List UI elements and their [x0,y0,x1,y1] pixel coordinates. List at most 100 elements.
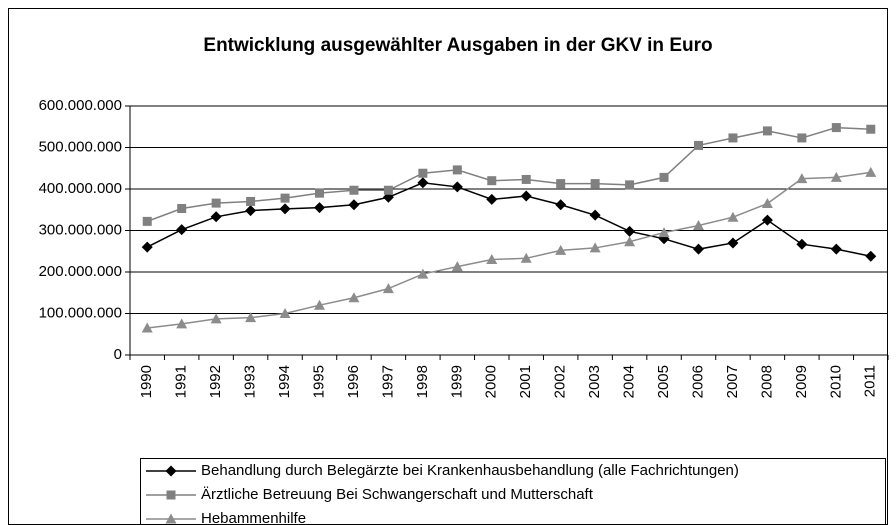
marker [141,322,153,333]
marker [728,133,738,143]
x-tick-label: 2000 [483,365,500,398]
marker [348,199,360,211]
marker [314,202,325,214]
marker [521,174,531,184]
marker [830,243,842,255]
marker [349,185,359,195]
y-tick-label: 500.000.000 [39,138,122,155]
x-tick-label: 2004 [621,365,638,398]
x-tick-label: 2005 [655,365,672,398]
marker [693,243,704,255]
marker [797,133,807,143]
marker [762,126,772,136]
series-line [146,182,871,257]
marker [520,252,532,263]
marker [418,168,428,178]
y-tick-label: 600.000.000 [39,97,122,114]
marker [796,238,808,250]
marker [624,225,636,237]
marker [141,241,153,253]
marker [166,490,176,500]
marker [520,190,532,202]
marker [210,211,222,223]
y-tick-label: 0 [114,346,122,363]
marker [417,268,429,279]
marker [658,227,670,238]
marker [451,261,463,272]
marker [245,312,257,323]
marker [694,140,703,150]
series-line [146,126,871,223]
marker [624,236,636,247]
legend-label: Hebammenhilfe [201,510,306,525]
marker [555,199,567,211]
marker [452,165,462,175]
marker [176,318,188,329]
x-tick-label: 2003 [586,365,603,398]
x-tick-label: 2007 [724,365,741,398]
marker [210,313,222,324]
y-tick-label: 400.000.000 [39,180,122,197]
x-tick-label: 2011 [862,365,879,397]
marker [165,465,177,477]
marker [589,209,601,221]
x-tick-label: 1998 [414,365,431,398]
marker [589,242,601,253]
marker [659,172,669,182]
marker [246,196,256,206]
marker [177,204,187,214]
y-tick-label: 100.000.000 [39,304,122,321]
x-tick-label: 1991 [173,365,190,398]
x-tick-label: 2006 [689,365,706,398]
chart-border [8,8,888,525]
marker [761,214,773,226]
marker [831,123,841,133]
x-tick-label: 2002 [552,365,569,398]
x-tick-label: 1994 [276,365,293,398]
marker [727,211,739,222]
chart-title: Entwicklung ausgewählter Ausgaben in der… [203,35,712,56]
legend [140,458,886,525]
marker [727,237,739,249]
marker [315,188,324,198]
x-tick-label: 1993 [242,365,259,398]
x-tick-label: 2008 [758,365,775,398]
marker [625,180,635,190]
marker [211,198,221,208]
x-tick-label: 1992 [207,365,224,398]
marker [417,177,429,189]
marker [176,224,188,236]
marker [486,193,498,205]
marker [486,254,498,265]
marker [451,181,463,193]
marker [556,179,566,189]
marker [279,308,291,318]
marker [487,176,497,186]
marker [314,299,325,310]
x-tick-label: 1996 [345,365,362,398]
marker [383,185,393,195]
marker [796,173,808,184]
marker [280,193,290,203]
legend-label: Ärztliche Betreuung Bei Schwangerschaft … [201,486,594,503]
x-tick-label: 1995 [310,365,327,398]
marker [865,166,877,177]
marker [348,292,360,303]
marker [866,124,876,134]
marker [279,203,291,215]
x-tick-label: 2001 [517,365,534,398]
marker [590,179,600,189]
marker [830,171,842,182]
x-tick-label: 1990 [138,365,155,398]
x-tick-label: 1997 [379,365,396,398]
x-tick-label: 2009 [793,365,810,398]
y-tick-label: 200.000.000 [39,263,122,280]
marker [382,283,394,294]
marker [142,216,152,226]
legend-label: Behandlung durch Belegärzte bei Krankenh… [201,462,739,479]
marker [693,220,704,231]
y-tick-label: 300.000.000 [39,221,122,238]
x-tick-label: 2010 [827,365,844,398]
series-line [147,171,871,329]
